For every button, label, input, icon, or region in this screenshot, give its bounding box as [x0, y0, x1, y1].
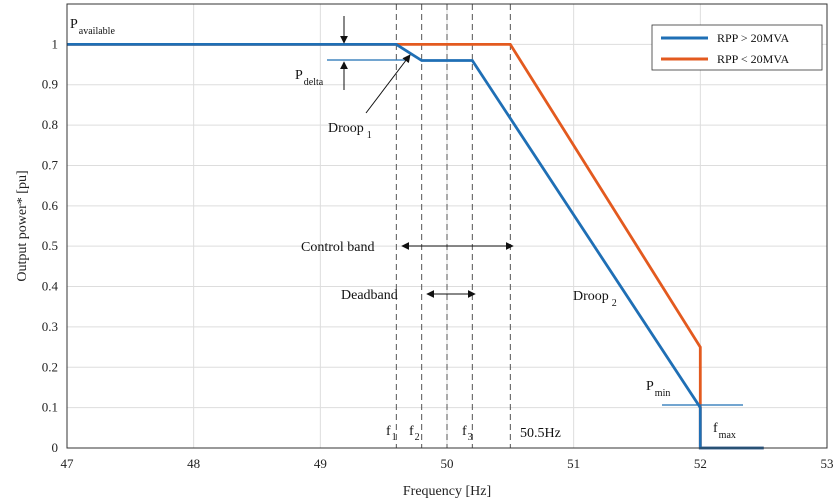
- control-band-label: Control band: [301, 240, 375, 255]
- y-tick-label-2: 0.2: [42, 359, 58, 374]
- x-tick-label-3: 50: [441, 456, 454, 471]
- legend-entry-rpp-large: RPP > 20MVA: [717, 31, 789, 45]
- y-tick-label-8: 0.8: [42, 117, 58, 132]
- y-tick-label-7: 0.7: [42, 157, 59, 172]
- y-tick-label-3: 0.3: [42, 319, 58, 334]
- p-available-label: Pavailable: [70, 17, 115, 37]
- plot-frame: [66, 3, 828, 449]
- y-tick-label-0: 0: [52, 440, 59, 455]
- p-min-label: Pmin: [646, 379, 670, 399]
- x-tick-label-0: 47: [61, 456, 75, 471]
- x-tick-labels: 47 48 49 50 51 52 53: [61, 456, 834, 471]
- droop1-label: Droop 1: [328, 121, 372, 141]
- legend: RPP > 20MVA RPP < 20MVA: [651, 24, 823, 71]
- droop1-arrow: [365, 54, 411, 114]
- f1-label: f1: [386, 424, 397, 443]
- y-tick-label-9: 0.9: [42, 77, 58, 92]
- y-tick-label-6: 0.6: [42, 198, 59, 213]
- annotation-lines: [327, 16, 743, 406]
- legend-entry-rpp-small: RPP < 20MVA: [717, 52, 789, 66]
- y-axis-label: Output power* [pu]: [15, 170, 30, 281]
- deadband-label: Deadband: [341, 288, 398, 303]
- x-tick-label-1: 48: [187, 456, 200, 471]
- y-tick-label-10: 1: [52, 36, 59, 51]
- vertical-dashed-lines: [395, 4, 511, 448]
- y-tick-labels: 0 0.1 0.2 0.3 0.4 0.5 0.6 0.7 0.8 0.9 1: [42, 36, 59, 455]
- f2-label: f2: [409, 424, 420, 443]
- f-max-label: fmax: [713, 421, 736, 441]
- legend-box: [651, 24, 823, 71]
- f-505-label: 50.5Hz: [520, 426, 561, 441]
- x-axis-label: Frequency [Hz]: [403, 484, 491, 499]
- x-tick-label-6: 53: [821, 456, 834, 471]
- y-tick-label-5: 0.5: [42, 238, 58, 253]
- p-delta-label: Pdelta: [295, 68, 324, 88]
- x-tick-label-2: 49: [314, 456, 327, 471]
- x-tick-label-5: 52: [694, 456, 707, 471]
- f3-label: f3: [462, 424, 473, 443]
- x-tick-label-4: 51: [567, 456, 580, 471]
- droop2-label: Droop 2: [573, 289, 617, 309]
- y-tick-label-4: 0.4: [42, 279, 59, 294]
- y-tick-label-1: 0.1: [42, 400, 58, 415]
